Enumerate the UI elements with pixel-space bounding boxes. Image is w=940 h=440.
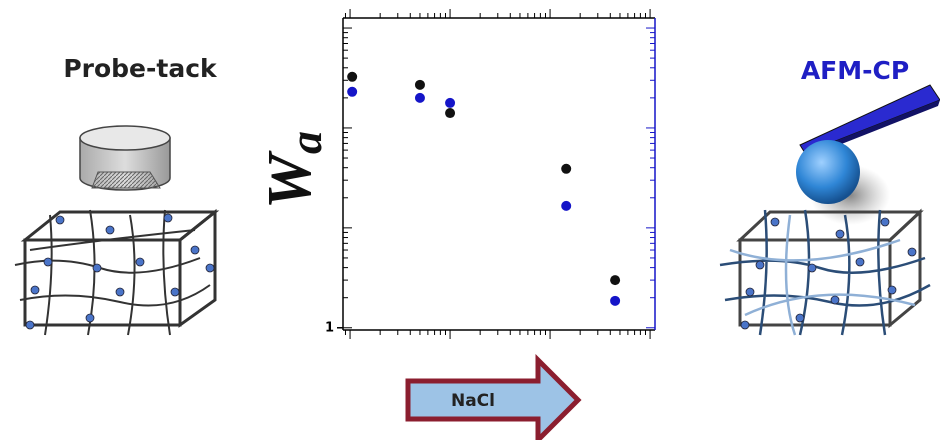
data-point [445, 108, 456, 119]
data-point [445, 97, 456, 108]
afm-illustration [719, 84, 940, 336]
y-axis-label: Wa [256, 131, 330, 209]
arrow-label: NaCl [451, 391, 495, 411]
y-label-sub: a [280, 131, 331, 154]
data-point [610, 275, 621, 286]
plot: 1 [325, 9, 656, 339]
data-point [561, 200, 572, 211]
data-point [561, 163, 572, 174]
y-label-main: W [256, 150, 324, 209]
data-point [347, 71, 358, 82]
gel-network-left [14, 208, 220, 336]
salt-arrow: NaCl [405, 353, 582, 440]
probe-illustration [79, 125, 171, 191]
afm-cp-label: AFM-CP [801, 56, 909, 85]
data-point [414, 92, 425, 103]
y-tick-label: 1 [325, 320, 334, 335]
data-point [610, 295, 621, 306]
probe-tack-label: Probe-tack [63, 54, 218, 83]
data-point [414, 79, 425, 90]
data-point [347, 86, 358, 97]
